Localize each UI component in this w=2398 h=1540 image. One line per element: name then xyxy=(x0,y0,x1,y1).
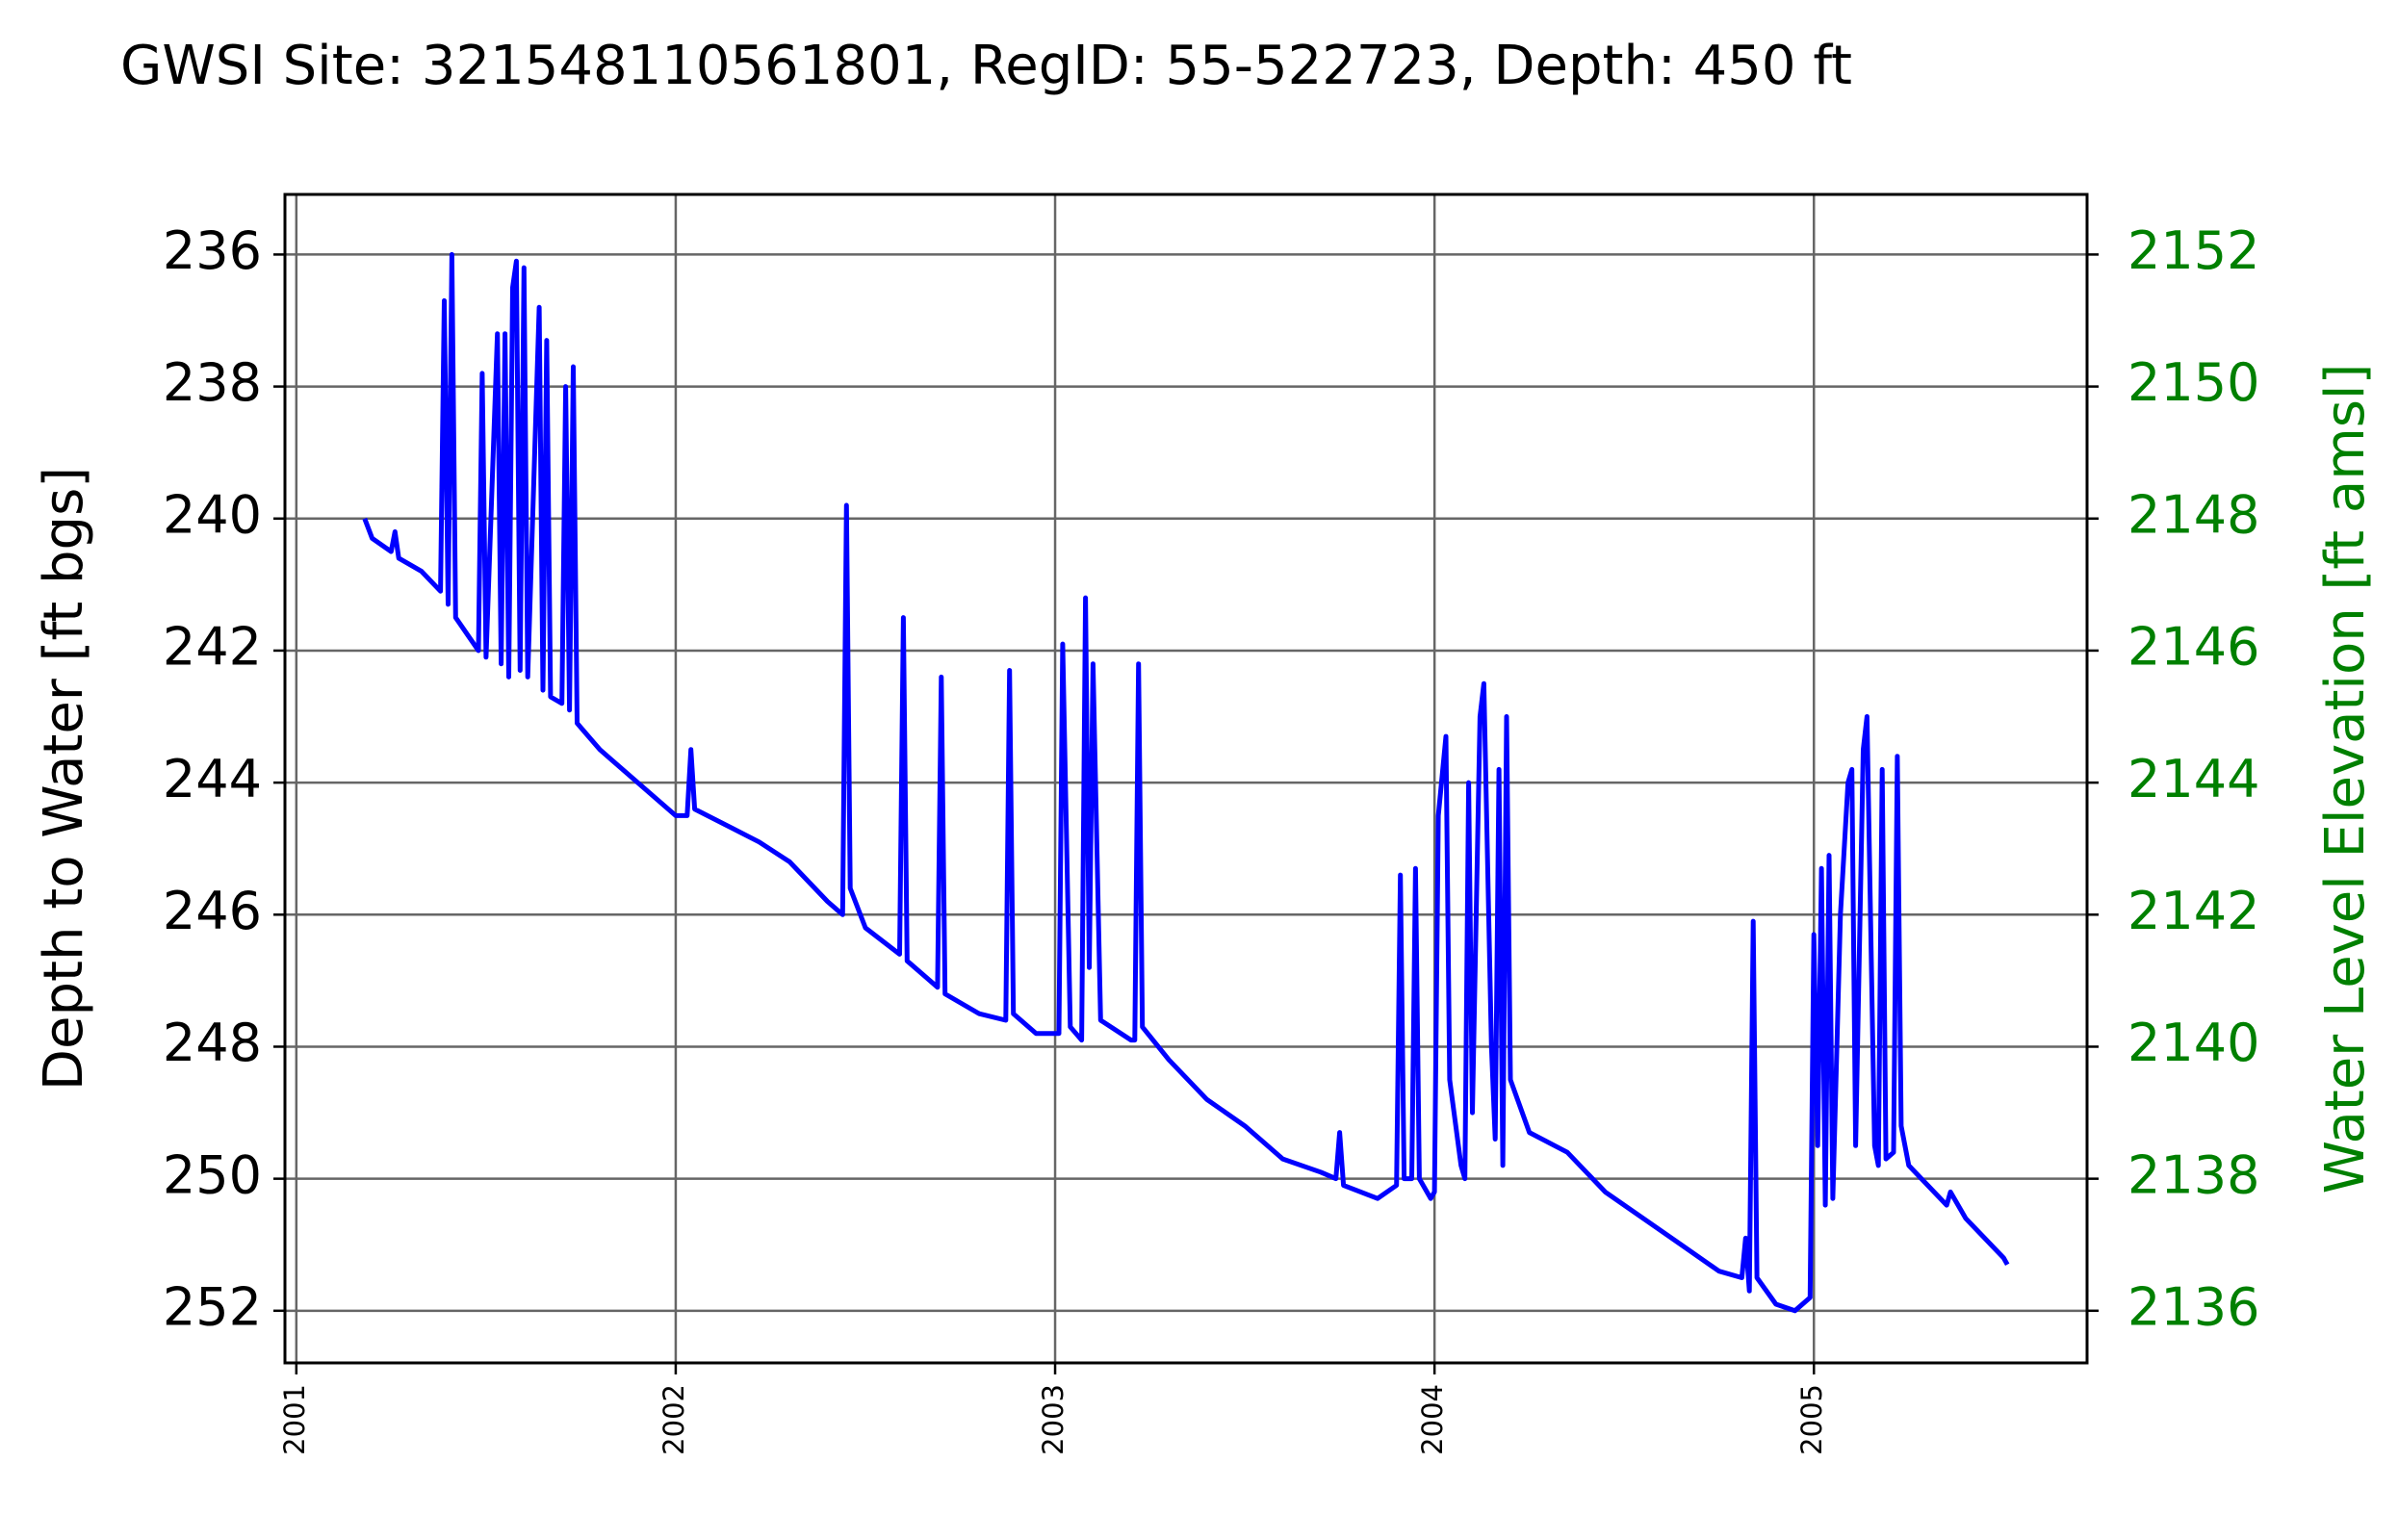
y2-tick-label: 2138 xyxy=(2127,1144,2259,1205)
y-tick-label: 236 xyxy=(163,220,262,281)
y2-axis-label: Water Level Elevation [ft amsl] xyxy=(2314,364,2377,1194)
data-line xyxy=(362,251,2010,1314)
y-tick-label: 250 xyxy=(163,1144,262,1205)
y2-tick-label: 2140 xyxy=(2127,1013,2259,1073)
y2-tick-label: 2150 xyxy=(2127,352,2259,413)
y-tick-label: 238 xyxy=(163,352,262,413)
x-tick-label: 2003 xyxy=(1037,1384,1070,1455)
chart-title: GWSI Site: 321548110561801, RegID: 55-52… xyxy=(120,35,1852,97)
x-tick-label: 2002 xyxy=(658,1384,690,1455)
y-tick-label: 242 xyxy=(163,617,262,678)
y-tick-label: 248 xyxy=(163,1013,262,1073)
y-tick-label: 244 xyxy=(163,749,262,809)
x-tick-label: 2005 xyxy=(1795,1384,1828,1455)
y2-tick-label: 2146 xyxy=(2127,617,2259,678)
y-tick-label: 240 xyxy=(163,484,262,545)
y2-tick-label: 2144 xyxy=(2127,749,2259,809)
y2-tick-label: 2136 xyxy=(2127,1276,2259,1337)
y-axis-label: Depth to Water [ft bgs] xyxy=(33,467,95,1091)
y-tick-label: 252 xyxy=(163,1276,262,1337)
x-tick-label: 2004 xyxy=(1416,1384,1449,1455)
y2-tick-label: 2152 xyxy=(2127,220,2259,281)
y2-tick-label: 2148 xyxy=(2127,484,2259,545)
y2-tick-label: 2142 xyxy=(2127,881,2259,941)
x-tick-label: 2001 xyxy=(278,1384,311,1455)
plot-frame xyxy=(283,192,2089,1365)
y-tick-label: 246 xyxy=(163,881,262,941)
